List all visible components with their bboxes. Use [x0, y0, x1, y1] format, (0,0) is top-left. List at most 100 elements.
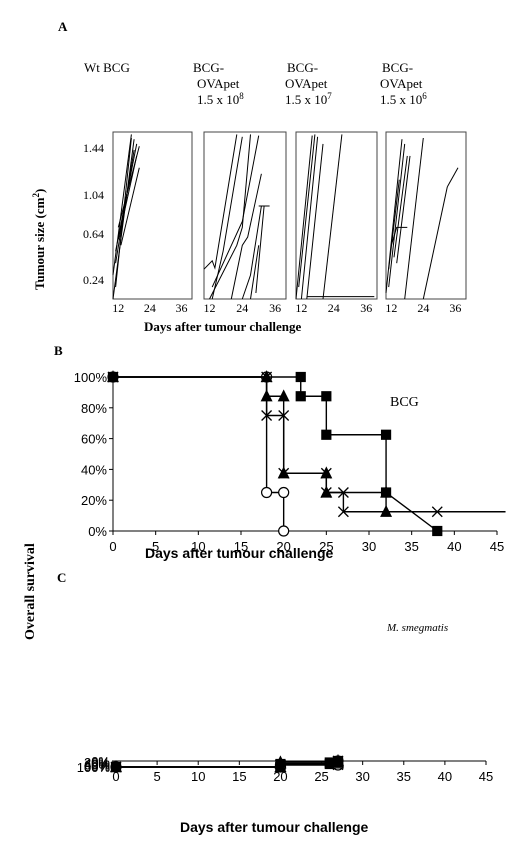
x-tick-label: 5 [153, 769, 160, 784]
star-marker [320, 467, 332, 479]
filled-triangle-marker [380, 485, 393, 498]
panel-a-yticks: 1.44 1.04 0.64 0.24 [83, 141, 104, 287]
tumour-subplot: 12 24 36 [295, 131, 378, 315]
y-tick-label: 20% [84, 755, 110, 770]
survival-step-line [113, 376, 285, 531]
tumour-growth-line [203, 134, 238, 270]
overall-survival-label: Overall survival [23, 543, 38, 640]
tumour-growth-line [241, 205, 262, 300]
tumour-subplot: 12 24 36 [385, 131, 467, 315]
survival-series [107, 371, 290, 537]
y-tick-label: 100% [77, 760, 111, 775]
x-tick-label: 15 [232, 769, 246, 784]
star-marker [278, 410, 290, 421]
panel-b-plot [107, 370, 506, 537]
x-tick-label: 40 [438, 769, 452, 784]
tumour-subplot: 12 24 36 [112, 131, 193, 315]
a-xtick-label: 24 [417, 301, 429, 315]
tumour-growth-line [230, 173, 262, 300]
panel-a-ylabel: Tumour size (cm2) [31, 189, 47, 290]
tumour-growth-line [322, 134, 343, 300]
a-ytick-label: 1.44 [83, 141, 104, 155]
group-3-dose: 1.5 x 107 [285, 91, 332, 107]
a-ytick-label: 0.24 [83, 273, 104, 287]
tumour-growth-line [388, 143, 406, 288]
y-tick-label: 100% [74, 370, 108, 385]
a-xtick-label: 12 [112, 301, 124, 315]
y-tick-label: 0% [91, 754, 110, 769]
x-tick-label: 5 [152, 539, 159, 554]
a-ytick-label: 1.04 [83, 188, 104, 202]
star-marker [337, 506, 349, 518]
x-tick-label: 30 [355, 769, 369, 784]
y-tick-label: 40% [81, 462, 107, 477]
x-tick-label: 15 [234, 539, 248, 554]
y-tick-label: 40% [84, 756, 110, 771]
survival-series [110, 754, 344, 773]
star-marker [320, 487, 332, 498]
y-tick-label: 0% [88, 524, 107, 539]
survival-series [110, 754, 344, 773]
a-xtick-label: 36 [269, 301, 281, 315]
survival-step-line [113, 376, 438, 532]
group-2-line2: OVApet [197, 76, 240, 91]
group-1-name: Wt BCG [84, 60, 130, 75]
x-tick-label: 10 [191, 769, 205, 784]
a-ytick-label: 0.64 [83, 227, 104, 241]
tumour-growth-line [298, 134, 316, 288]
filled-triangle-marker [277, 389, 290, 402]
y-tick-label: 80% [81, 401, 107, 416]
filled-triangle-marker [110, 760, 122, 773]
x-tick-label: 25 [314, 769, 328, 784]
panel-c-plot [110, 754, 487, 773]
group-2-dose: 1.5 x 108 [197, 91, 244, 107]
filled-square-marker [295, 391, 306, 402]
tumour-growth-line [209, 134, 251, 300]
open-circle-marker [261, 486, 273, 499]
x-tick-label: 35 [404, 539, 418, 554]
x-tick-label: 40 [447, 539, 461, 554]
tumour-growth-line [120, 167, 140, 246]
x-tick-label: 20 [273, 769, 287, 784]
filled-square-marker [321, 391, 332, 402]
y-tick-label: 60% [84, 758, 110, 773]
panel-b-annotation: BCG [390, 395, 419, 410]
group-2-line1: BCG- [193, 60, 224, 75]
tumour-growth-line [300, 136, 319, 300]
survival-series [107, 371, 506, 518]
subplot-frame [112, 131, 193, 300]
tumour-subplot: 12 24 36 [203, 131, 287, 315]
tumour-growth-line [393, 155, 408, 258]
a-xtick-label: 24 [328, 301, 340, 315]
x-tick-label: 0 [112, 769, 119, 784]
a-xtick-label: 24 [236, 301, 248, 315]
survival-series [107, 370, 438, 517]
tumour-growth-line [396, 155, 411, 264]
tumour-growth-line [112, 139, 135, 300]
x-tick-label: 20 [276, 539, 290, 554]
group-4-line2: OVApet [380, 76, 423, 91]
group-4-dose: 1.5 x 106 [380, 91, 427, 107]
tumour-growth-line [117, 146, 140, 228]
tumour-growth-line [211, 136, 243, 300]
star-marker [337, 487, 349, 498]
panel-c-xlabel: Days after tumour challenge [180, 819, 368, 835]
filled-square-marker [380, 429, 392, 440]
tumour-growth-line [388, 179, 400, 270]
open-circle-marker [278, 486, 290, 499]
panel-c-yticks: 100%80%60%40%20%0% [77, 754, 111, 775]
tumour-growth-line [390, 226, 408, 246]
a-xtick-label: 36 [175, 301, 187, 315]
open-circle-marker [278, 525, 290, 537]
tumour-growth-line [211, 135, 260, 288]
group-3-line1: BCG- [287, 60, 318, 75]
panel-a-xlabel: Days after tumour challenge [144, 319, 302, 334]
a-xtick-label: 36 [360, 301, 372, 315]
panel-a-plots: 12 24 36 12 24 36 12 24 36 12 24 36 [112, 131, 467, 315]
tumour-growth-line [255, 205, 265, 294]
tumour-growth-line [446, 167, 459, 188]
x-tick-label: 35 [397, 769, 411, 784]
panel-c-annotation: M. smegmatis [386, 622, 448, 634]
panel-c-xticks: 0 5 10 15 20 25 30 35 40 45 [112, 769, 493, 784]
x-tick-label: 30 [362, 539, 376, 554]
